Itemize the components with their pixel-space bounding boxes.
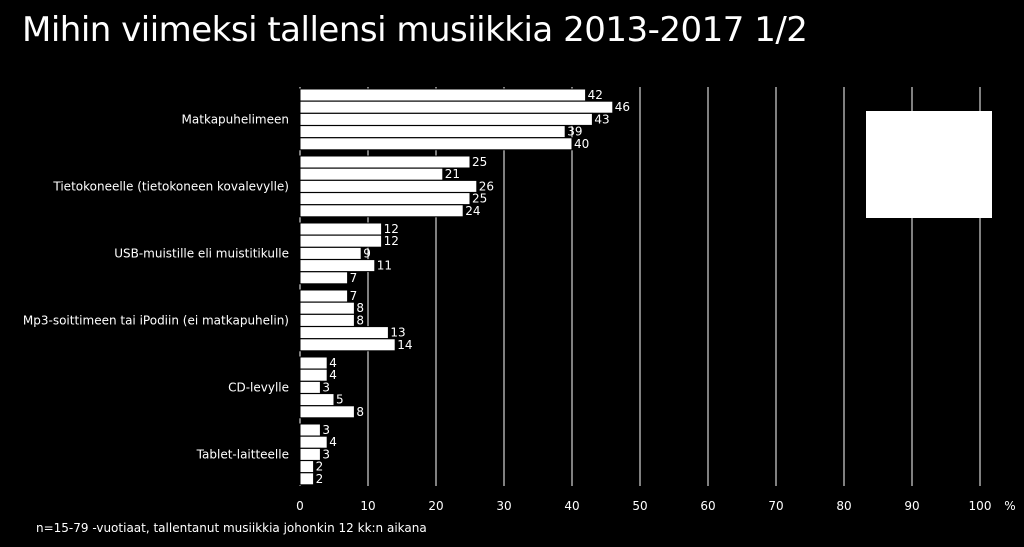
- bar: [299, 167, 444, 181]
- data-label: 12: [384, 222, 399, 236]
- data-label: 25: [472, 192, 487, 206]
- data-label: 12: [384, 234, 399, 248]
- bar: [299, 472, 315, 486]
- data-label: 42: [588, 88, 603, 102]
- x-tick-label: 80: [836, 499, 851, 513]
- category-label: Matkapuhelimeen: [182, 113, 289, 127]
- data-label: 3: [322, 447, 330, 461]
- data-labels: 4246433940252126252412129117788131444358…: [316, 88, 630, 486]
- category-label: CD-levylle: [228, 381, 289, 395]
- bar: [299, 460, 315, 474]
- data-label: 5: [336, 393, 344, 407]
- bar: [299, 301, 355, 315]
- x-tick-label: 70: [768, 499, 783, 513]
- chart-title: Mihin viimeksi tallensi musiikkia 2013-2…: [22, 10, 808, 50]
- bar: [299, 259, 376, 273]
- bar: [299, 393, 335, 407]
- bar: [299, 380, 321, 394]
- bar: [299, 356, 328, 370]
- data-label: 3: [322, 380, 330, 394]
- data-label: 11: [377, 259, 392, 273]
- data-label: 25: [472, 155, 487, 169]
- data-label: 2: [316, 460, 324, 474]
- bar: [299, 234, 383, 248]
- data-label: 3: [322, 423, 330, 437]
- x-tick-label: 50: [632, 499, 647, 513]
- data-label: 26: [479, 179, 494, 193]
- x-tick-label: 100: [969, 499, 992, 513]
- bar: [299, 125, 566, 139]
- category-labels: Matkapuhelimeen Tietokoneelle (tietokonee…: [23, 113, 289, 462]
- bar: [299, 100, 614, 114]
- bar: [299, 313, 355, 327]
- x-tick-label: 30: [496, 499, 511, 513]
- x-tick-label: 90: [904, 499, 919, 513]
- bar: [299, 423, 321, 437]
- data-label: 13: [390, 326, 405, 340]
- bar: [299, 435, 328, 449]
- bar: [299, 222, 383, 236]
- data-label: 39: [567, 125, 582, 139]
- bar: [299, 192, 471, 206]
- data-label: 8: [356, 313, 364, 327]
- bar: [299, 368, 328, 382]
- bar: [299, 338, 396, 352]
- legend-box: [866, 111, 992, 218]
- data-label: 2: [316, 472, 324, 486]
- bar: [299, 179, 478, 193]
- data-label: 7: [350, 271, 358, 285]
- data-label: 8: [356, 405, 364, 419]
- x-axis-ticks: 0 10 20 30 40 50 60 70 80 90 100: [296, 499, 991, 513]
- bar: [299, 246, 362, 260]
- category-label: Tablet-laitteelle: [196, 448, 289, 462]
- category-label: USB-muistille eli muistitikulle: [114, 247, 289, 261]
- bar: [299, 137, 573, 151]
- bar: [299, 289, 349, 303]
- data-label: 4: [329, 435, 337, 449]
- data-label: 24: [465, 204, 480, 218]
- data-label: 8: [356, 301, 364, 315]
- x-tick-label: 0: [296, 499, 304, 513]
- data-label: 46: [615, 100, 630, 114]
- bar: [299, 204, 464, 218]
- x-tick-label: 10: [360, 499, 375, 513]
- bar: [299, 88, 587, 102]
- x-tick-label: 20: [428, 499, 443, 513]
- data-label: 43: [594, 112, 609, 126]
- data-label: 4: [329, 368, 337, 382]
- data-label: 7: [350, 289, 358, 303]
- x-tick-label: 60: [700, 499, 715, 513]
- bar: [299, 405, 355, 419]
- bar: [299, 447, 321, 461]
- bar: [299, 112, 593, 126]
- bar: [299, 271, 349, 285]
- category-label: Tietokoneelle (tietokoneen kovalevylle): [52, 180, 289, 194]
- x-tick-label: 40: [564, 499, 579, 513]
- data-label: 9: [363, 246, 371, 260]
- data-label: 4: [329, 356, 337, 370]
- footnote: n=15-79 -vuotiaat, tallentanut musiikkia…: [36, 521, 427, 535]
- x-axis-unit-label: %: [1004, 499, 1015, 513]
- bars: [299, 88, 614, 486]
- bar: [299, 326, 389, 340]
- data-label: 21: [445, 167, 460, 181]
- data-label: 14: [397, 338, 412, 352]
- category-label: Mp3-soittimeen tai iPodiin (ei matkapuhe…: [23, 314, 289, 328]
- bar: [299, 155, 471, 169]
- data-label: 40: [574, 137, 589, 151]
